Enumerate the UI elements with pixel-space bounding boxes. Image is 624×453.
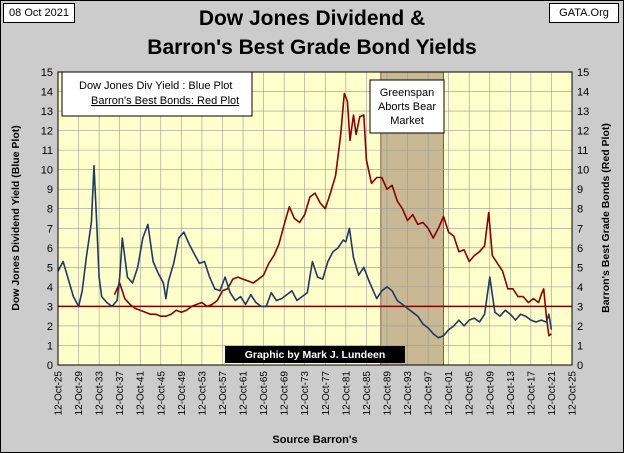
y-tick-label-left: 0	[47, 360, 53, 372]
y-tick-label-right: 1	[577, 340, 583, 352]
y-axis-label-right: Barron's Best Grade Bonds (Red Plot)	[600, 123, 612, 313]
y-tick-label-right: 3	[577, 301, 583, 313]
x-tick-label: 12-Oct-97	[424, 371, 435, 416]
annotation-line3: Market	[390, 115, 424, 127]
x-tick-label: 12-Oct-53	[197, 371, 208, 416]
y-tick-label-right: 11	[577, 145, 588, 157]
x-tick-label: 12-Oct-17	[526, 371, 537, 416]
y-tick-label-right: 14	[577, 87, 589, 99]
y-tick-label-left: 2	[47, 321, 53, 333]
annotation-line1: Greenspan	[380, 87, 434, 99]
x-tick-label: 12-Oct-73	[300, 371, 311, 416]
y-tick-label-right: 7	[577, 223, 583, 235]
y-tick-label-left: 7	[47, 223, 53, 235]
x-tick-label: 12-Oct-65	[259, 371, 270, 416]
y-tick-label-right: 5	[577, 262, 583, 274]
x-tick-label: 12-Oct-41	[136, 371, 147, 416]
x-tick-label: 12-Oct-33	[95, 371, 106, 416]
x-tick-label: 12-Oct-81	[341, 371, 352, 416]
credit-label: Graphic by Mark J. Lundeen	[245, 349, 386, 361]
x-tick-label: 12-Oct-45	[156, 371, 167, 416]
y-tick-label-left: 12	[41, 126, 53, 138]
x-tick-label: 12-Oct-69	[280, 371, 291, 416]
chart-title-line2: Barron's Best Grade Bond Yields	[147, 36, 477, 59]
x-tick-label: 12-Oct-21	[547, 371, 558, 416]
series-line-red	[113, 92, 552, 337]
x-tick-label: 12-Oct-77	[321, 371, 332, 416]
x-tick-label: 12-Oct-85	[362, 371, 373, 416]
y-tick-label-right: 12	[577, 126, 589, 138]
annotation-line2: Aborts Bear	[378, 101, 436, 113]
y-tick-label-left: 15	[41, 67, 53, 79]
y-tick-label-right: 13	[577, 106, 589, 118]
credit-box: Graphic by Mark J. Lundeen	[225, 346, 405, 363]
x-tick-label: 12-Oct-01	[444, 371, 455, 416]
x-tick-label: 12-Oct-57	[218, 371, 229, 416]
series-line-blue	[57, 165, 553, 339]
x-tick-label: 12-Oct-89	[382, 371, 393, 416]
y-tick-label-left: 14	[41, 87, 53, 99]
y-tick-label-right: 6	[577, 243, 583, 255]
source-label: GATA.Org	[549, 3, 619, 23]
x-tick-label: 12-Oct-05	[465, 371, 476, 416]
y-axis-label-left: Dow Jones Dividend Yield (Blue Plot)	[10, 125, 22, 311]
y-tick-label-left: 5	[47, 262, 53, 274]
x-axis-label: Source Barron's	[272, 434, 357, 446]
x-tick-label: 12-Oct-49	[177, 371, 188, 416]
y-tick-label-left: 3	[47, 301, 53, 313]
x-tick-label: 12-Oct-09	[485, 371, 496, 416]
y-tick-label-left: 10	[41, 165, 53, 177]
y-tick-label-right: 10	[577, 165, 589, 177]
x-tick-label: 12-Oct-13	[506, 371, 517, 416]
y-tick-label-right: 9	[577, 184, 583, 196]
legend-label-red: Barron's Best Bonds: Red Plot	[91, 95, 239, 107]
y-tick-label-right: 2	[577, 321, 583, 333]
x-tick-label: 12-Oct-25	[568, 371, 579, 416]
y-tick-label-left: 1	[47, 340, 53, 352]
y-tick-label-left: 11	[42, 145, 53, 157]
y-tick-label-right: 8	[577, 204, 583, 216]
x-tick-label: 12-Oct-29	[74, 371, 85, 416]
y-tick-label-right: 15	[577, 67, 589, 79]
legend-label-blue: Dow Jones Div Yield : Blue Plot	[79, 80, 232, 92]
plot-area	[57, 71, 573, 366]
y-tick-label-right: 0	[577, 360, 583, 372]
chart-title: Dow Jones Dividend & Barron's Best Grade…	[0, 4, 624, 62]
x-tick-label: 12-Oct-25	[54, 371, 65, 416]
annotation-box: Greenspan Aborts Bear Market	[369, 79, 445, 134]
date-label: 08 Oct 2021	[3, 3, 75, 23]
x-tick-label: 12-Oct-37	[115, 371, 126, 416]
x-tick-label: 12-Oct-61	[239, 371, 250, 416]
y-tick-label-left: 4	[47, 282, 53, 294]
x-ticks: 12-Oct-25 12-Oct-29 12-Oct-33 12-Oct-37 12-O…	[54, 371, 579, 416]
y-tick-label-left: 8	[47, 204, 53, 216]
chart-title-line1: Dow Jones Dividend &	[198, 7, 426, 30]
y-tick-label-left: 6	[47, 243, 53, 255]
y-tick-label-left: 13	[41, 106, 53, 118]
y-tick-label-left: 9	[47, 184, 53, 196]
y-tick-label-right: 4	[577, 282, 583, 294]
x-tick-label: 12-Oct-93	[403, 371, 414, 416]
legend-box: Dow Jones Div Yield : Blue Plot Barron's…	[61, 71, 253, 117]
plot-border	[57, 71, 573, 366]
